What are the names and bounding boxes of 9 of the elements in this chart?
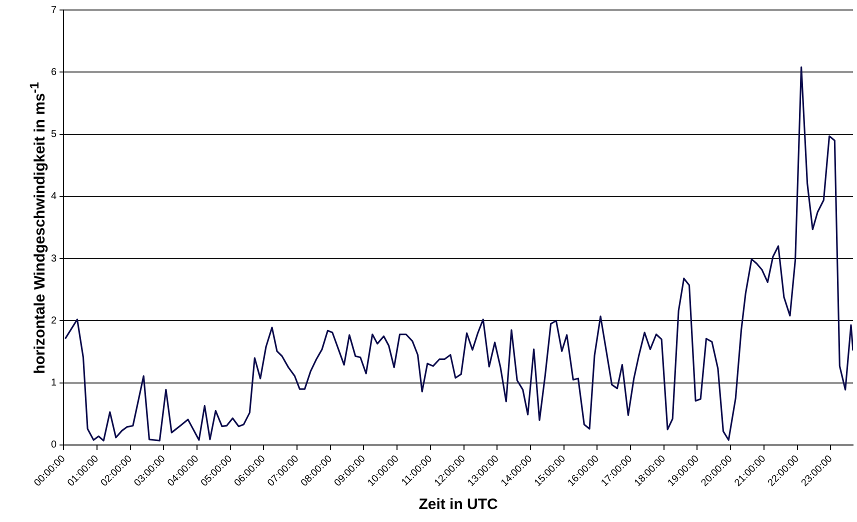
x-axis-title: Zeit in UTC	[418, 496, 498, 514]
y-tick-label: 4	[51, 191, 57, 202]
y-tick-label: 5	[51, 129, 57, 140]
y-tick-label: 0	[51, 440, 57, 451]
y-tick-label: 1	[51, 378, 57, 389]
y-tick-label: 2	[51, 315, 57, 326]
y-tick-label: 7	[51, 4, 57, 16]
y-tick-label: 3	[51, 253, 57, 264]
y-tick-label: 6	[51, 66, 57, 78]
